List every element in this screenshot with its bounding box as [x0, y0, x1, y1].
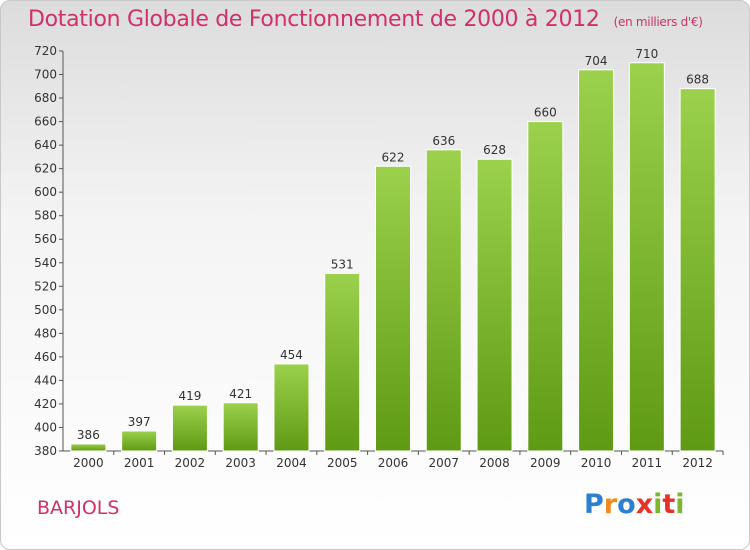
bar-2002: [171, 404, 208, 452]
chart-axes: 380 400 420 440 460 480 500 520 540 560 580 600 620 6…: [34, 44, 724, 470]
bar-2001: [121, 430, 158, 452]
y-tick-label: 400: [34, 420, 57, 434]
value-label-2001: 397: [128, 415, 151, 429]
bar-2012: [679, 88, 716, 452]
logo-letter: x: [635, 489, 654, 520]
logo-letter: t: [662, 489, 676, 520]
y-tick-label: 600: [34, 185, 57, 199]
x-tick-label: 2007: [428, 456, 459, 470]
logo-letter: P: [584, 489, 604, 520]
bar-2007: [425, 149, 462, 452]
x-tick-label: 2006: [378, 456, 409, 470]
y-tick-label: 640: [34, 138, 57, 152]
value-label-2009: 660: [534, 106, 557, 120]
value-label-2000: 386: [77, 428, 100, 442]
value-label-2008: 628: [483, 143, 506, 157]
chart-subtitle: (en milliers d'€): [613, 15, 703, 29]
x-tick-label: 2011: [632, 456, 663, 470]
x-tick-label: 2002: [175, 456, 206, 470]
logo-letter: i: [675, 489, 685, 520]
y-tick-label: 620: [34, 162, 57, 176]
y-tick-label: 480: [34, 326, 57, 340]
bar-2000: [70, 443, 107, 452]
x-tick-label: 2000: [73, 456, 104, 470]
chart-bars: [70, 62, 716, 452]
bar-2004: [273, 363, 310, 452]
y-tick-label: 420: [34, 397, 57, 411]
logo-letter: i: [653, 489, 663, 520]
x-tick-label: 2001: [124, 456, 155, 470]
value-label-2002: 419: [178, 389, 201, 403]
bar-2005: [324, 272, 361, 452]
logo-letter: r: [603, 489, 618, 520]
y-tick-label: 500: [34, 303, 57, 317]
x-tick-label: 2010: [581, 456, 612, 470]
y-tick-label: 660: [34, 115, 57, 129]
y-tick-label: 720: [34, 44, 57, 58]
value-label-2005: 531: [331, 257, 354, 271]
value-label-2007: 636: [432, 134, 455, 148]
y-tick-label: 380: [34, 444, 57, 458]
commune-name: BARJOLS: [37, 497, 120, 519]
y-tick-label: 440: [34, 373, 57, 387]
logo-letter: o: [617, 489, 636, 520]
y-tick-label: 700: [34, 68, 57, 82]
x-tick-label: 2003: [225, 456, 256, 470]
x-tick-label: 2009: [530, 456, 561, 470]
chart-title: Dotation Globale de Fonctionnement de 20…: [28, 7, 703, 32]
value-label-2004: 454: [280, 348, 303, 362]
bar-2010: [578, 69, 615, 452]
bar-2003: [222, 402, 259, 452]
value-label-2010: 704: [585, 54, 608, 68]
y-tick-label: 520: [34, 279, 57, 293]
chart-value-labels: 386 397 419 421 454 531 622 636 628 660 704 710 688: [77, 47, 709, 442]
proxiti-logo[interactable]: Proxiti: [584, 489, 685, 520]
x-tick-label: 2004: [276, 456, 307, 470]
y-tick-label: 580: [34, 209, 57, 223]
y-tick-label: 680: [34, 91, 57, 105]
bar-2006: [375, 165, 411, 452]
chart-title-text: Dotation Globale de Fonctionnement de 20…: [28, 7, 600, 32]
x-tick-label: 2005: [327, 456, 358, 470]
value-label-2012: 688: [686, 73, 709, 87]
value-label-2003: 421: [229, 387, 252, 401]
x-tick-label: 2008: [479, 456, 510, 470]
value-label-2011: 710: [635, 47, 658, 61]
value-label-2006: 622: [382, 150, 405, 164]
y-tick-label: 540: [34, 256, 57, 270]
bar-2009: [527, 121, 564, 452]
bar-2008: [476, 158, 513, 452]
y-tick-label: 560: [34, 232, 57, 246]
bar-2011: [628, 62, 665, 452]
y-tick-label: 460: [34, 350, 57, 364]
x-tick-label: 2012: [682, 456, 713, 470]
